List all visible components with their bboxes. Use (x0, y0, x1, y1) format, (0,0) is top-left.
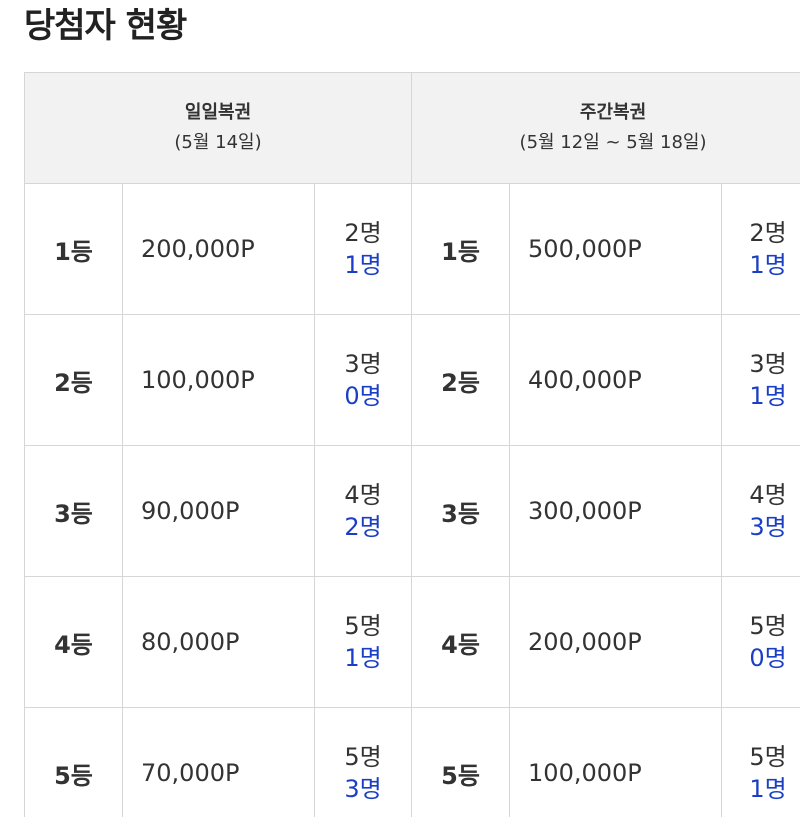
weekly-won-winners: 3명 (749, 513, 787, 541)
daily-prize-points: 80,000P (122, 576, 315, 708)
weekly-won-winners: 1명 (749, 382, 787, 410)
daily-winner-count: 4명 2명 (313, 445, 413, 577)
daily-total-winners: 4명 (344, 481, 382, 509)
table-row: 3등 90,000P 4명 2명 3등 300,000P 4명 3명 (24, 445, 800, 577)
daily-winner-count: 2명 1명 (313, 183, 413, 315)
daily-lottery-period: (5월 14일) (174, 132, 262, 153)
daily-prize-points: 70,000P (122, 707, 315, 817)
daily-winner-count: 3명 0명 (313, 314, 413, 446)
daily-rank: 4등 (24, 576, 123, 708)
daily-total-winners: 5명 (344, 612, 382, 640)
weekly-prize-points: 100,000P (509, 707, 723, 817)
daily-rank: 1등 (24, 183, 123, 315)
daily-rank: 2등 (24, 314, 123, 446)
weekly-lottery-title: 주간복권 (579, 102, 647, 123)
winners-table: 일일복권 (5월 14일) 주간복권 (5월 12일 ~ 5월 18일) 1등 … (23, 72, 800, 817)
table-header-row: 일일복권 (5월 14일) 주간복권 (5월 12일 ~ 5월 18일) (23, 72, 800, 184)
page-title: 당첨자 현황 (24, 6, 187, 46)
weekly-rank: 5등 (411, 707, 511, 817)
weekly-rank: 1등 (411, 183, 511, 315)
daily-won-winners: 0명 (344, 382, 382, 410)
daily-rank: 5등 (24, 707, 123, 817)
weekly-lottery-header: 주간복권 (5월 12일 ~ 5월 18일) (411, 72, 800, 184)
weekly-prize-points: 500,000P (509, 183, 723, 315)
table-row: 2등 100,000P 3명 0명 2등 400,000P 3명 1명 (24, 314, 800, 446)
weekly-winner-count: 2명 1명 (721, 183, 800, 315)
daily-prize-points: 200,000P (122, 183, 315, 315)
weekly-winner-count: 4명 3명 (721, 445, 800, 577)
weekly-winner-count: 5명 1명 (721, 707, 800, 817)
weekly-winner-count: 5명 0명 (721, 576, 800, 708)
daily-total-winners: 3명 (344, 350, 382, 378)
weekly-total-winners: 5명 (749, 612, 787, 640)
daily-prize-points: 90,000P (122, 445, 315, 577)
weekly-lottery-period: (5월 12일 ~ 5월 18일) (519, 132, 707, 153)
daily-won-winners: 2명 (344, 513, 382, 541)
table-row: 4등 80,000P 5명 1명 4등 200,000P 5명 0명 (24, 576, 800, 708)
daily-winner-count: 5명 1명 (313, 576, 413, 708)
daily-total-winners: 2명 (344, 219, 382, 247)
daily-won-winners: 1명 (344, 644, 382, 672)
weekly-total-winners: 4명 (749, 481, 787, 509)
weekly-prize-points: 300,000P (509, 445, 723, 577)
table-row: 5등 70,000P 5명 3명 5등 100,000P 5명 1명 (24, 707, 800, 817)
daily-lottery-title: 일일복권 (184, 102, 252, 123)
weekly-total-winners: 5명 (749, 743, 787, 771)
weekly-total-winners: 2명 (749, 219, 787, 247)
daily-rank: 3등 (24, 445, 123, 577)
weekly-total-winners: 3명 (749, 350, 787, 378)
weekly-prize-points: 400,000P (509, 314, 723, 446)
weekly-won-winners: 1명 (749, 775, 787, 803)
weekly-winner-count: 3명 1명 (721, 314, 800, 446)
weekly-won-winners: 1명 (749, 251, 787, 279)
daily-won-winners: 1명 (344, 251, 382, 279)
weekly-rank: 4등 (411, 576, 511, 708)
weekly-rank: 3등 (411, 445, 511, 577)
weekly-rank: 2등 (411, 314, 511, 446)
daily-won-winners: 3명 (344, 775, 382, 803)
daily-lottery-header: 일일복권 (5월 14일) (23, 72, 413, 184)
daily-winner-count: 5명 3명 (313, 707, 413, 817)
daily-total-winners: 5명 (344, 743, 382, 771)
table-row: 1등 200,000P 2명 1명 1등 500,000P 2명 1명 (24, 183, 800, 315)
weekly-won-winners: 0명 (749, 644, 787, 672)
daily-prize-points: 100,000P (122, 314, 315, 446)
weekly-prize-points: 200,000P (509, 576, 723, 708)
